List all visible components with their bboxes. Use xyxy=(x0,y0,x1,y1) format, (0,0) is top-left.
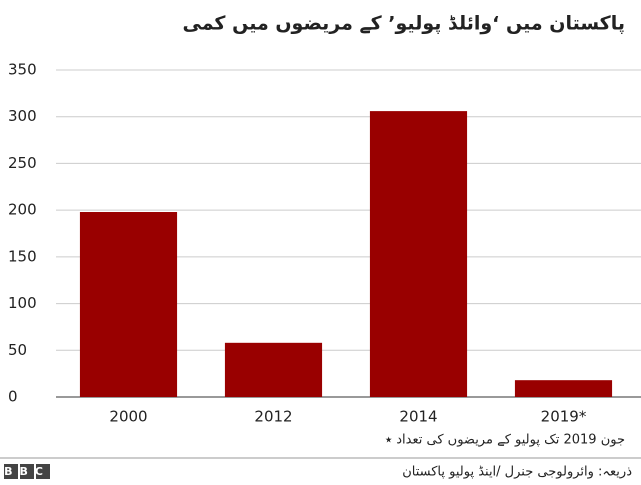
x-tick-label: 2014 xyxy=(399,408,437,426)
y-tick-label: 300 xyxy=(8,107,37,125)
logo-text: BBC xyxy=(4,465,50,478)
bar xyxy=(79,212,178,397)
chart-title: پاکستان میں ‘وائلڈ پولیو’ کے مریضوں میں … xyxy=(182,13,625,35)
y-tick-label: 150 xyxy=(8,247,37,265)
logo: BBC xyxy=(4,464,50,479)
y-tick-label: 250 xyxy=(8,154,37,172)
x-tick-label: 2019* xyxy=(541,408,587,426)
x-tick-label: 2012 xyxy=(254,408,292,426)
bar xyxy=(514,380,613,397)
y-tick-label: 100 xyxy=(8,294,37,312)
x-tick-label: 2000 xyxy=(109,408,147,426)
y-tick-label: 0 xyxy=(8,388,18,406)
bar xyxy=(369,111,468,397)
source: ذریعہ: وائرولوجی جنرل /اینڈ پولیو پاکستا… xyxy=(402,465,632,480)
bar xyxy=(224,342,323,397)
y-tick-label: 350 xyxy=(8,61,37,79)
y-tick-label: 200 xyxy=(8,201,37,219)
footnote: ⭑ جون 2019 تک پولیو کے مریضوں کی تعداد xyxy=(385,433,625,448)
y-tick-label: 50 xyxy=(8,341,27,359)
